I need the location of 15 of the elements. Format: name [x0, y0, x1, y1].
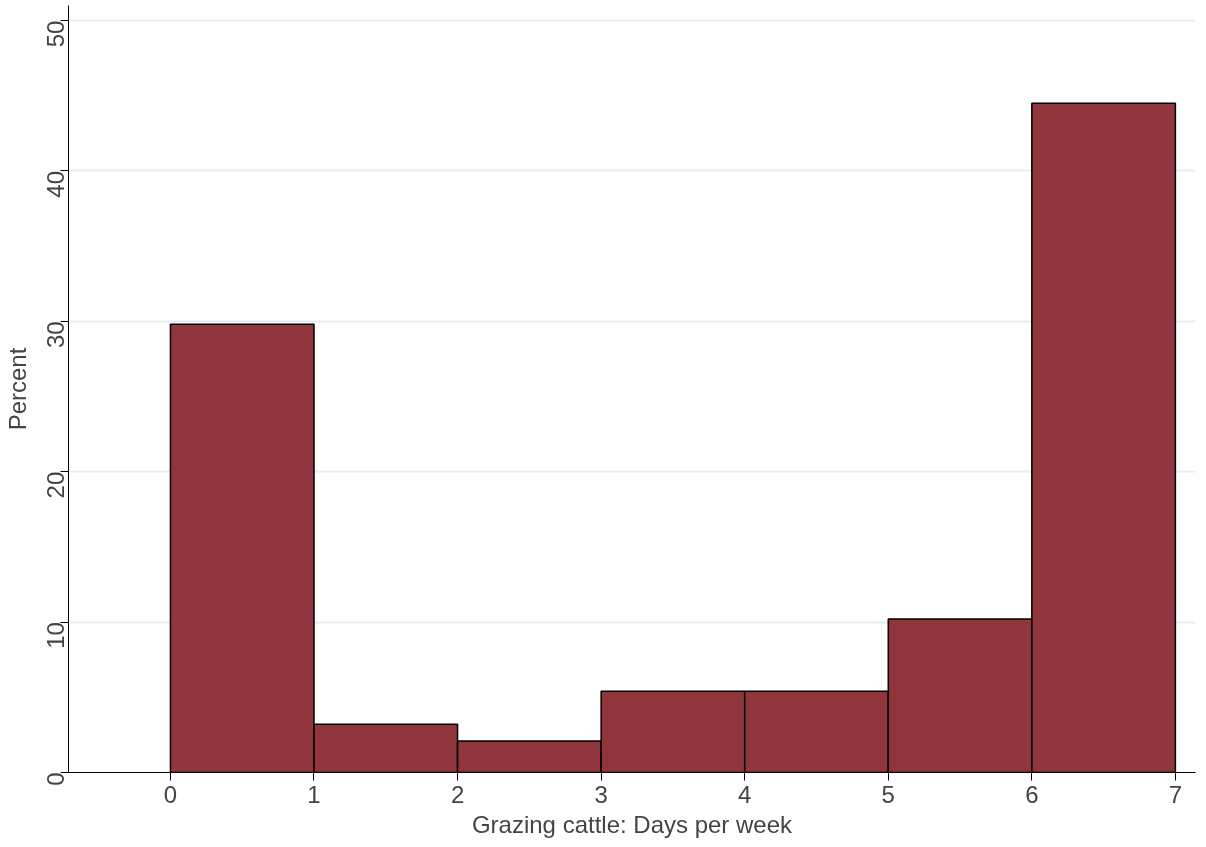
y-tick-label: 10	[42, 622, 69, 649]
x-tick-label: 3	[594, 780, 608, 808]
x-tick-label: 4	[738, 780, 752, 808]
x-tick-label: 6	[1025, 780, 1039, 808]
x-tick-label: 2	[450, 780, 465, 808]
y-tick-label: 30	[42, 321, 69, 349]
x-tick-label: 5	[881, 780, 895, 808]
x-tick-label: 0	[163, 780, 178, 808]
y-tick-label: 40	[42, 170, 69, 198]
y-tick-label: 50	[42, 20, 69, 48]
y-axis-title: Percent	[3, 347, 31, 431]
x-axis-title: Grazing cattle: Days per week	[471, 810, 794, 838]
x-tick-label: 7	[1168, 780, 1183, 808]
x-tick-label: 1	[307, 780, 321, 808]
y-tick-label: 20	[42, 471, 69, 499]
